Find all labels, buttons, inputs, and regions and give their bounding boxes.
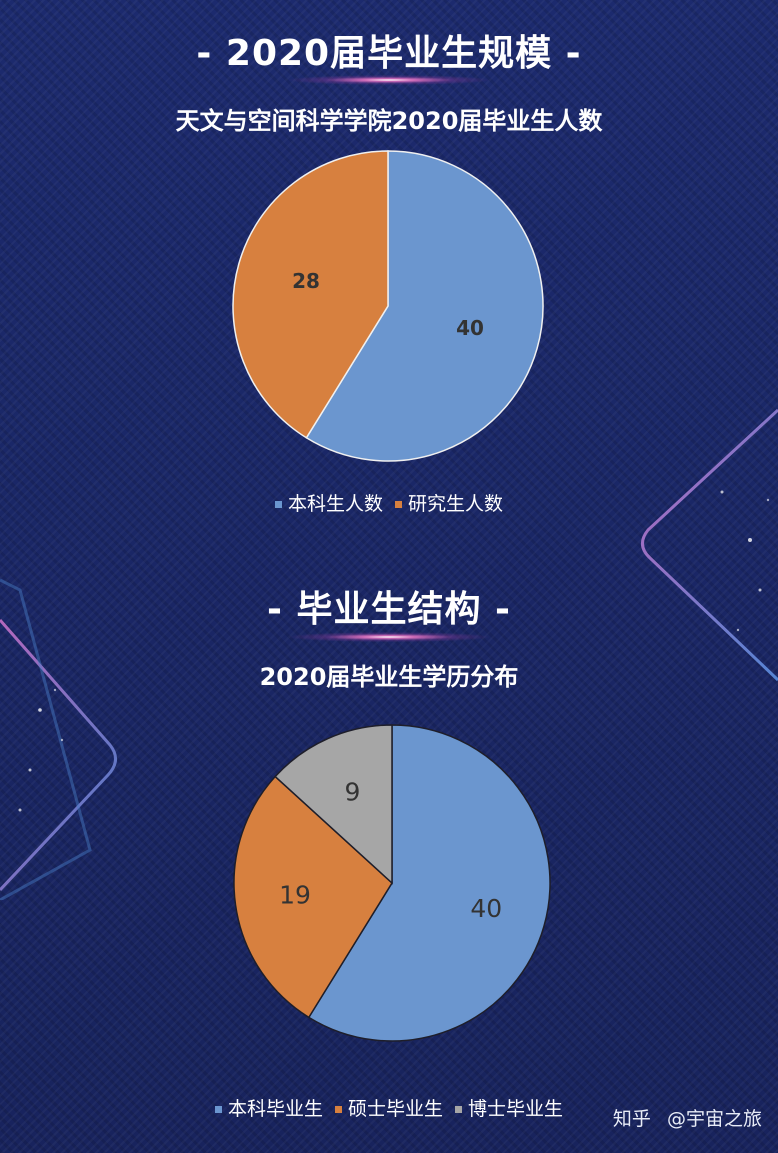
pie-data-label-2: 28 (292, 269, 320, 293)
legend-label: 硕士毕业生 (347, 1098, 443, 1120)
pie-chart-degree-distribution: 40 19 9 (233, 724, 551, 1042)
pie-slice-2 (233, 775, 393, 1019)
legend-swatch (334, 1106, 342, 1113)
pie-slice-2 (232, 150, 389, 439)
legend-item-1: 本科生人数 (274, 489, 383, 516)
pie-slice-3 (274, 724, 393, 885)
pie-data-label-3: 9 (344, 777, 360, 806)
decorative-frame-left (0, 578, 117, 900)
legend-swatch (274, 501, 282, 508)
legend-swatch (455, 1106, 462, 1113)
legend-swatch (395, 501, 402, 508)
legend-item-2: 硕士毕业生 (334, 1094, 443, 1121)
watermark: 知乎 @宇宙之旅 (613, 1104, 762, 1131)
legend-swatch (214, 1106, 222, 1113)
pie-slice-1 (305, 150, 544, 462)
title-glow-divider (289, 75, 489, 85)
pie-data-label-1: 40 (470, 894, 502, 923)
legend-label: 研究生人数 (408, 493, 504, 515)
chart2-title: 2020届毕业生学历分布 (259, 663, 519, 691)
chart2-legend: 本科毕业生 硕士毕业生 博士毕业生 (0, 1094, 778, 1121)
pie-data-label-1: 40 (456, 316, 484, 340)
legend-item-1: 本科毕业生 (214, 1094, 323, 1121)
watermark-author: @宇宙之旅 (666, 1108, 762, 1130)
watermark-platform: 知乎 (612, 1108, 651, 1130)
pie-data-label-2: 19 (279, 881, 311, 910)
legend-label: 博士毕业生 (468, 1098, 564, 1120)
legend-item-2: 研究生人数 (395, 489, 503, 516)
section-title-structure: - 毕业生结构 - (267, 589, 511, 630)
legend-item-3: 博士毕业生 (455, 1094, 563, 1121)
legend-label: 本科毕业生 (227, 1098, 323, 1120)
pie-chart-graduate-count: 40 28 (232, 150, 544, 462)
chart1-title: 天文与空间科学学院2020届毕业生人数 (175, 107, 603, 135)
section-title-scale: - 2020届毕业生规模 - (196, 33, 582, 74)
pie-slice-1 (307, 724, 551, 1042)
title-glow-divider (289, 632, 489, 642)
chart1-legend: 本科生人数 研究生人数 (0, 489, 778, 516)
legend-label: 本科生人数 (287, 493, 383, 515)
decorative-frame-right (641, 408, 778, 682)
